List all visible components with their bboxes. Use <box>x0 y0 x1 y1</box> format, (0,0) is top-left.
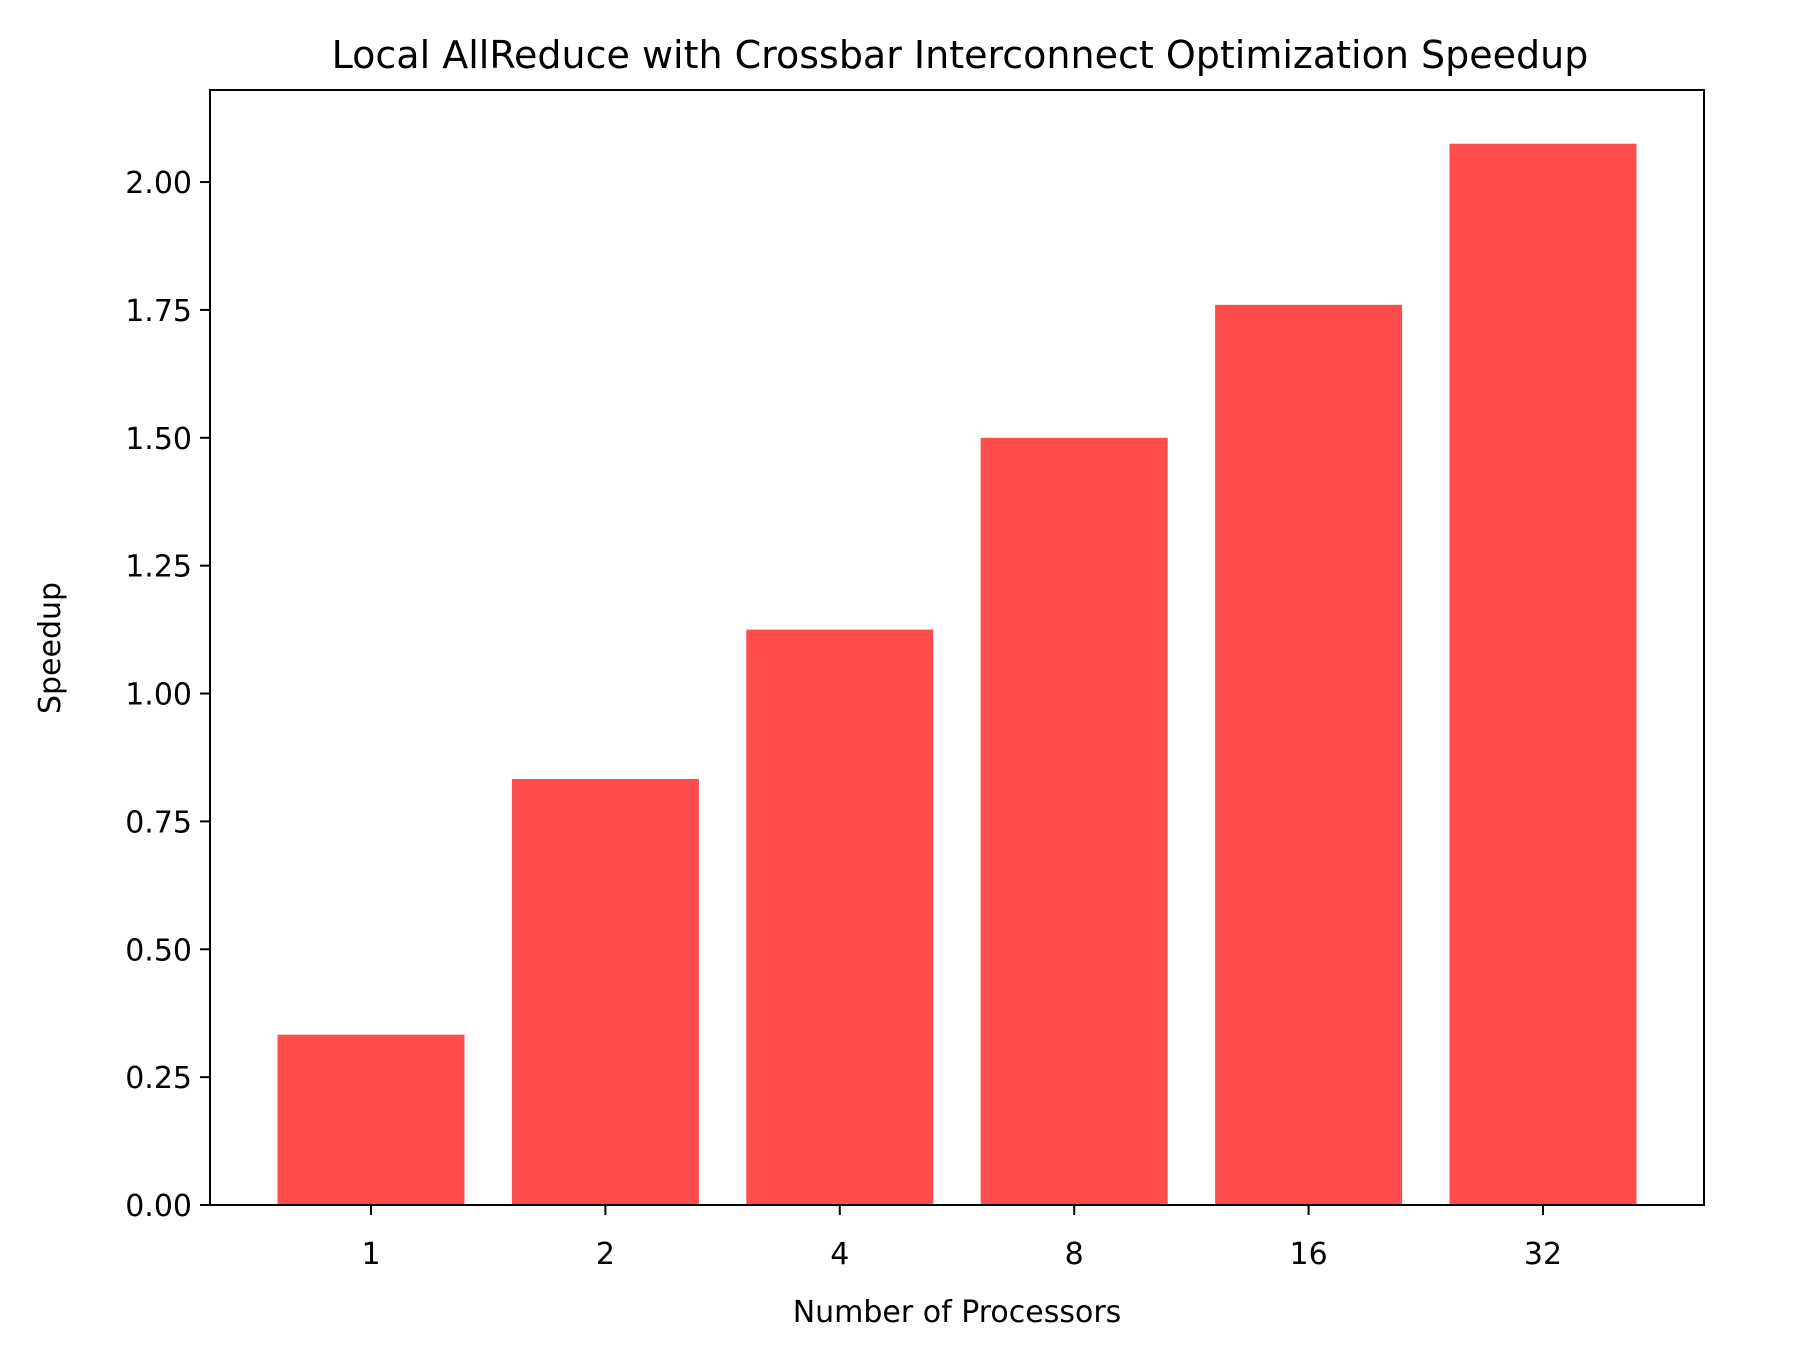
plot-frame <box>209 89 1705 1206</box>
x-tick-label: 16 <box>1290 1237 1328 1272</box>
y-axis-label: Speedup <box>33 582 68 714</box>
bar-16 <box>1215 304 1403 1205</box>
x-tick-label: 8 <box>1065 1237 1084 1272</box>
bar-4 <box>746 629 934 1205</box>
y-tick-label: 0.75 <box>125 805 192 840</box>
y-axis-ticks: 0.00 0.25 0.50 0.75 1.00 1.25 1.50 1.75 2.00 <box>125 166 210 1224</box>
x-axis-ticks: 1 2 4 8 16 32 <box>361 1205 1562 1272</box>
bar-1 <box>277 1034 465 1205</box>
x-tick-label: 32 <box>1524 1237 1562 1272</box>
y-tick-label: 2.00 <box>125 166 192 201</box>
x-tick-label: 1 <box>361 1237 380 1272</box>
x-tick-label: 2 <box>596 1237 615 1272</box>
bar-8 <box>980 437 1168 1205</box>
y-tick-label: 0.00 <box>125 1189 192 1224</box>
y-tick-label: 0.25 <box>125 1061 192 1096</box>
y-tick-label: 1.75 <box>125 294 192 329</box>
y-tick-label: 1.00 <box>125 678 192 713</box>
chart-title: Local AllReduce with Crossbar Interconne… <box>332 33 1589 77</box>
x-axis-label: Number of Processors <box>793 1295 1122 1330</box>
bar-32 <box>1449 143 1637 1206</box>
bars-layer <box>277 143 1637 1206</box>
y-tick-label: 1.25 <box>125 550 192 585</box>
y-tick-label: 1.50 <box>125 422 192 457</box>
bar-2 <box>511 778 699 1205</box>
x-tick-label: 4 <box>830 1237 849 1272</box>
y-tick-label: 0.50 <box>125 933 192 968</box>
